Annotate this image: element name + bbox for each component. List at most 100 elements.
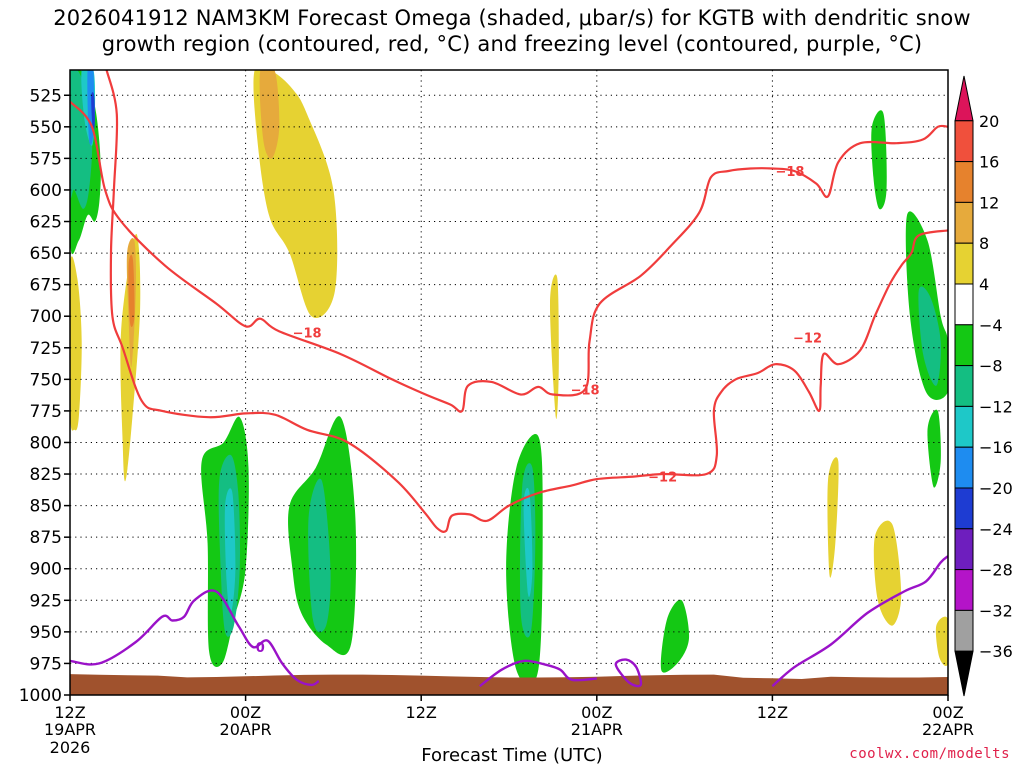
omega-region-9	[308, 478, 331, 633]
y-tick-label-875: 875	[30, 528, 62, 548]
colorbar-label-10: −24	[979, 520, 1013, 539]
y-tick-label-800: 800	[30, 433, 62, 453]
y-tick-label-775: 775	[30, 402, 62, 422]
colorbar-label-2: 12	[979, 193, 999, 212]
colorbar-bin-7	[954, 365, 974, 407]
omega-region-22	[873, 520, 902, 626]
freezing-contour-0	[70, 589, 320, 687]
colorbar-label-9: −20	[979, 479, 1013, 498]
omega-region-7	[224, 488, 236, 614]
y-tick-label-725: 725	[30, 339, 62, 359]
y-tick-label-675: 675	[30, 276, 62, 296]
omega-region-23	[935, 616, 948, 666]
omega-shading	[70, 70, 948, 686]
temperature-contours	[70, 70, 948, 688]
x-tick-label-60: 00Z	[932, 703, 963, 722]
plot-frame	[69, 69, 949, 696]
colorbar-bin-4	[954, 242, 974, 285]
ddg-contour-0	[70, 100, 948, 413]
omega-region-17	[70, 256, 82, 431]
colorbar-bin-11	[954, 528, 974, 571]
colorbar-bin-5	[954, 283, 974, 326]
colorbar-label-4: 4	[979, 275, 989, 294]
omega-colorbar: 20 16 12 8 4 −4 −8 −12 −16 −20 −24 −28 −32 −36	[954, 75, 1013, 697]
y-tick-label-850: 850	[30, 497, 62, 517]
colorbar-label-11: −28	[979, 561, 1013, 580]
y-tick-label-825: 825	[30, 465, 62, 485]
omega-region-16	[128, 254, 135, 327]
colorbar-label-13: −36	[979, 642, 1013, 661]
chart-title-line-2: growth region (contoured, red, °C) and f…	[101, 32, 923, 56]
colorbar-bin-6	[954, 324, 974, 367]
omega-region-26	[918, 286, 941, 386]
colorbar-bin-10	[954, 487, 974, 530]
y-tick-label-525: 525	[30, 86, 62, 106]
x-tick-date-12: 20APR	[220, 720, 272, 739]
colorbar-bin-12	[954, 569, 974, 611]
freezing-contour-3	[771, 555, 948, 688]
y-tick-label-950: 950	[30, 623, 62, 643]
gridlines	[69, 70, 949, 696]
colorbar-label-0: 20	[979, 112, 999, 131]
x-axis-title: Forecast Time (UTC)	[421, 745, 603, 766]
colorbar-bin-1	[954, 120, 974, 163]
y-tick-label-1000: 1000	[19, 686, 62, 706]
y-tick-label-900: 900	[30, 560, 62, 580]
contour-label-4: −12	[648, 471, 677, 486]
omega-region-20	[549, 274, 559, 420]
colorbar-label-6: −8	[979, 357, 1003, 376]
x-tick-year-0: 2026	[50, 738, 91, 757]
y-tick-label-625: 625	[30, 213, 62, 233]
omega-region-4	[91, 92, 95, 134]
omega-region-24	[871, 110, 887, 210]
contour-label-0: −18	[293, 327, 322, 342]
omega-region-13	[660, 599, 690, 673]
y-tick-label-700: 700	[30, 307, 62, 327]
omega-region-12	[523, 487, 533, 598]
ddg-contour-1	[105, 70, 948, 533]
y-tick-label-600: 600	[30, 181, 62, 201]
colorbar-label-3: 8	[979, 234, 989, 253]
colorbar-bin-0	[954, 75, 974, 122]
y-tick-label-750: 750	[30, 370, 62, 390]
y-tick-label-550: 550	[30, 118, 62, 138]
colorbar-label-5: −4	[979, 316, 1003, 335]
x-tick-date-60: 22APR	[922, 720, 974, 739]
x-tick-date-36: 21APR	[571, 720, 623, 739]
colorbar-bin-2	[954, 161, 974, 203]
x-tick-label-48: 12Z	[757, 703, 788, 722]
contour-label-2: −18	[775, 165, 804, 180]
colorbar-bin-13	[954, 609, 974, 652]
colorbar-bin-3	[954, 201, 974, 244]
credit-text: coolwx.com/modelts	[849, 746, 1010, 762]
colorbar-bin-14	[954, 650, 974, 697]
x-tick-label-12: 00Z	[230, 703, 261, 722]
x-tick-label-36: 00Z	[581, 703, 612, 722]
omega-region-19	[259, 70, 280, 159]
y-tick-label-925: 925	[30, 591, 62, 611]
ground-surface	[70, 674, 948, 695]
contour-label-5: 0	[256, 641, 265, 656]
y-tick-label-650: 650	[30, 244, 62, 264]
colorbar-label-12: −32	[979, 601, 1013, 620]
contour-labels: −18 −18 −18 −12 −12 0	[256, 165, 822, 656]
x-tick-label-24: 12Z	[406, 703, 437, 722]
pressure-axis: 525 550 575 600 625 650 675 700 725 750 775 800 825 8…	[19, 86, 70, 706]
freezing-contour-1	[478, 659, 597, 688]
y-tick-label-975: 975	[30, 654, 62, 674]
x-tick-label-0: 12Z	[54, 703, 85, 722]
x-tick-date-0: 19APR	[44, 720, 96, 739]
colorbar-bin-8	[954, 405, 974, 448]
freezing-contour-2	[614, 658, 643, 688]
omega-region-27	[927, 409, 941, 488]
chart-title-line-1: 2026041912 NAM3KM Forecast Omega (shaded…	[53, 6, 971, 30]
colorbar-label-8: −16	[979, 438, 1013, 457]
contour-label-1: −18	[571, 383, 600, 398]
colorbar-bin-9	[954, 446, 974, 489]
contour-label-3: −12	[793, 332, 822, 347]
y-tick-label-575: 575	[30, 149, 62, 169]
omega-region-21	[827, 457, 839, 578]
colorbar-label-1: 16	[979, 153, 999, 172]
